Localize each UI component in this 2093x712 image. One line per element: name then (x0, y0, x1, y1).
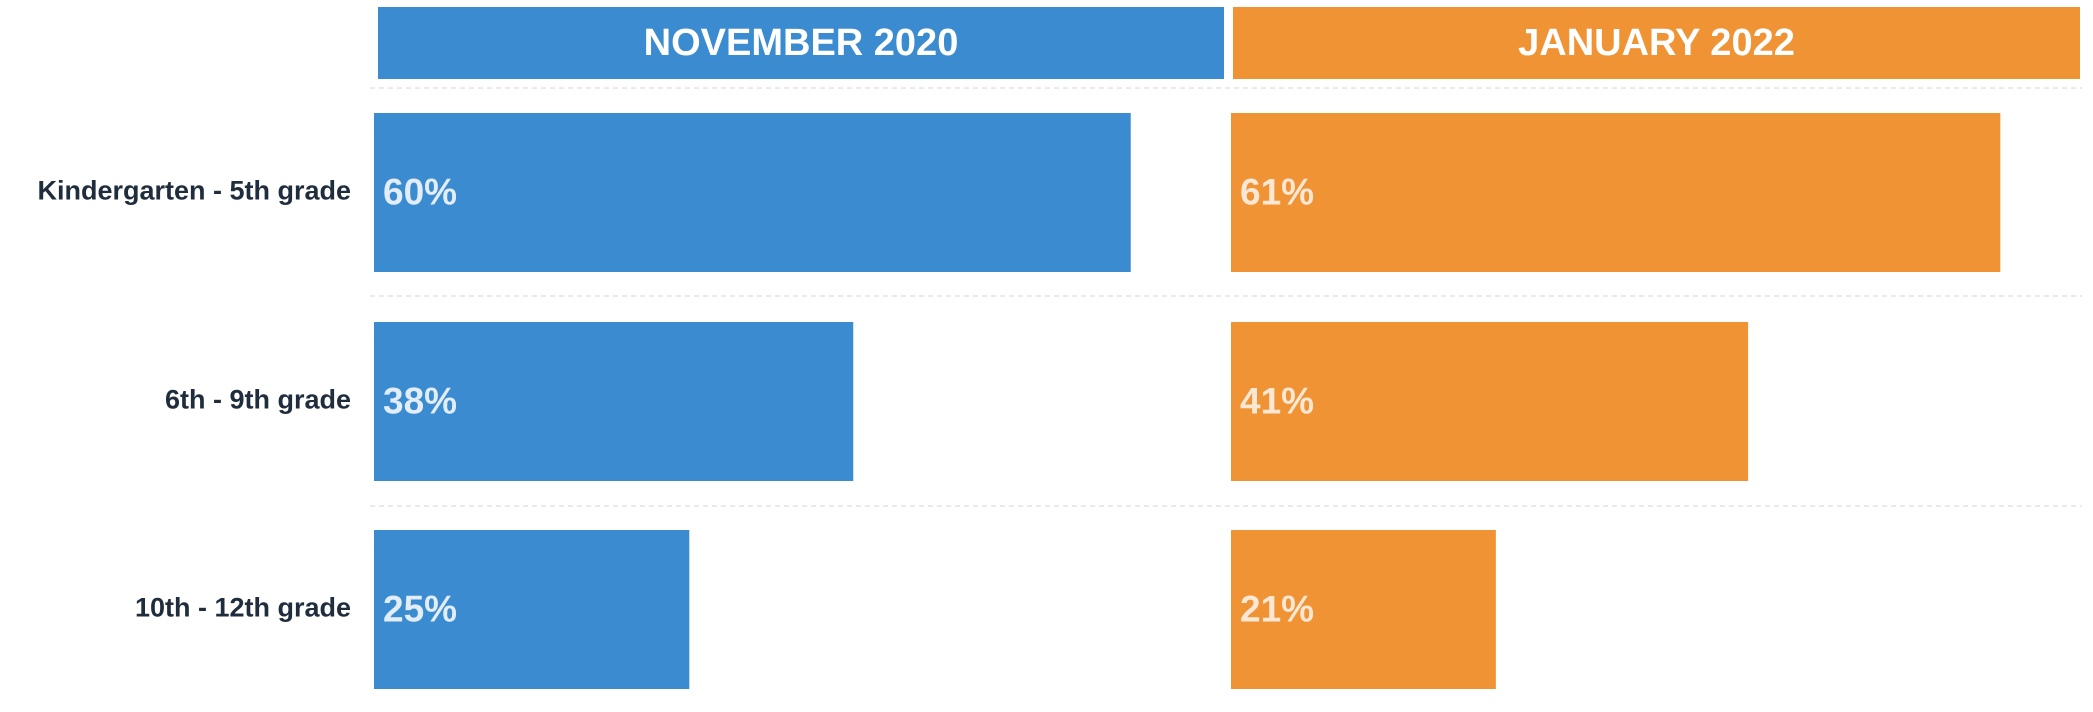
legend-label: NOVEMBER 2020 (644, 22, 959, 64)
data-label: 60% (383, 171, 457, 212)
bar (374, 530, 690, 689)
data-label: 41% (1240, 380, 1314, 421)
bar (374, 113, 1131, 272)
series-header (378, 7, 1224, 79)
category-label: Kindergarten - 5th grade (37, 176, 351, 206)
data-label: 61% (1240, 171, 1314, 212)
bar (374, 322, 854, 481)
bar (1231, 113, 2001, 272)
legend-label: JANUARY 2022 (1518, 22, 1795, 64)
bar (1231, 322, 1749, 481)
category-label: 10th - 12th grade (135, 593, 351, 623)
data-label: 21% (1240, 588, 1314, 629)
data-label: 25% (383, 588, 457, 629)
series-header (1233, 7, 2080, 79)
category-label: 6th - 9th grade (165, 385, 351, 415)
bar (1231, 530, 1496, 689)
data-label: 38% (383, 380, 457, 421)
